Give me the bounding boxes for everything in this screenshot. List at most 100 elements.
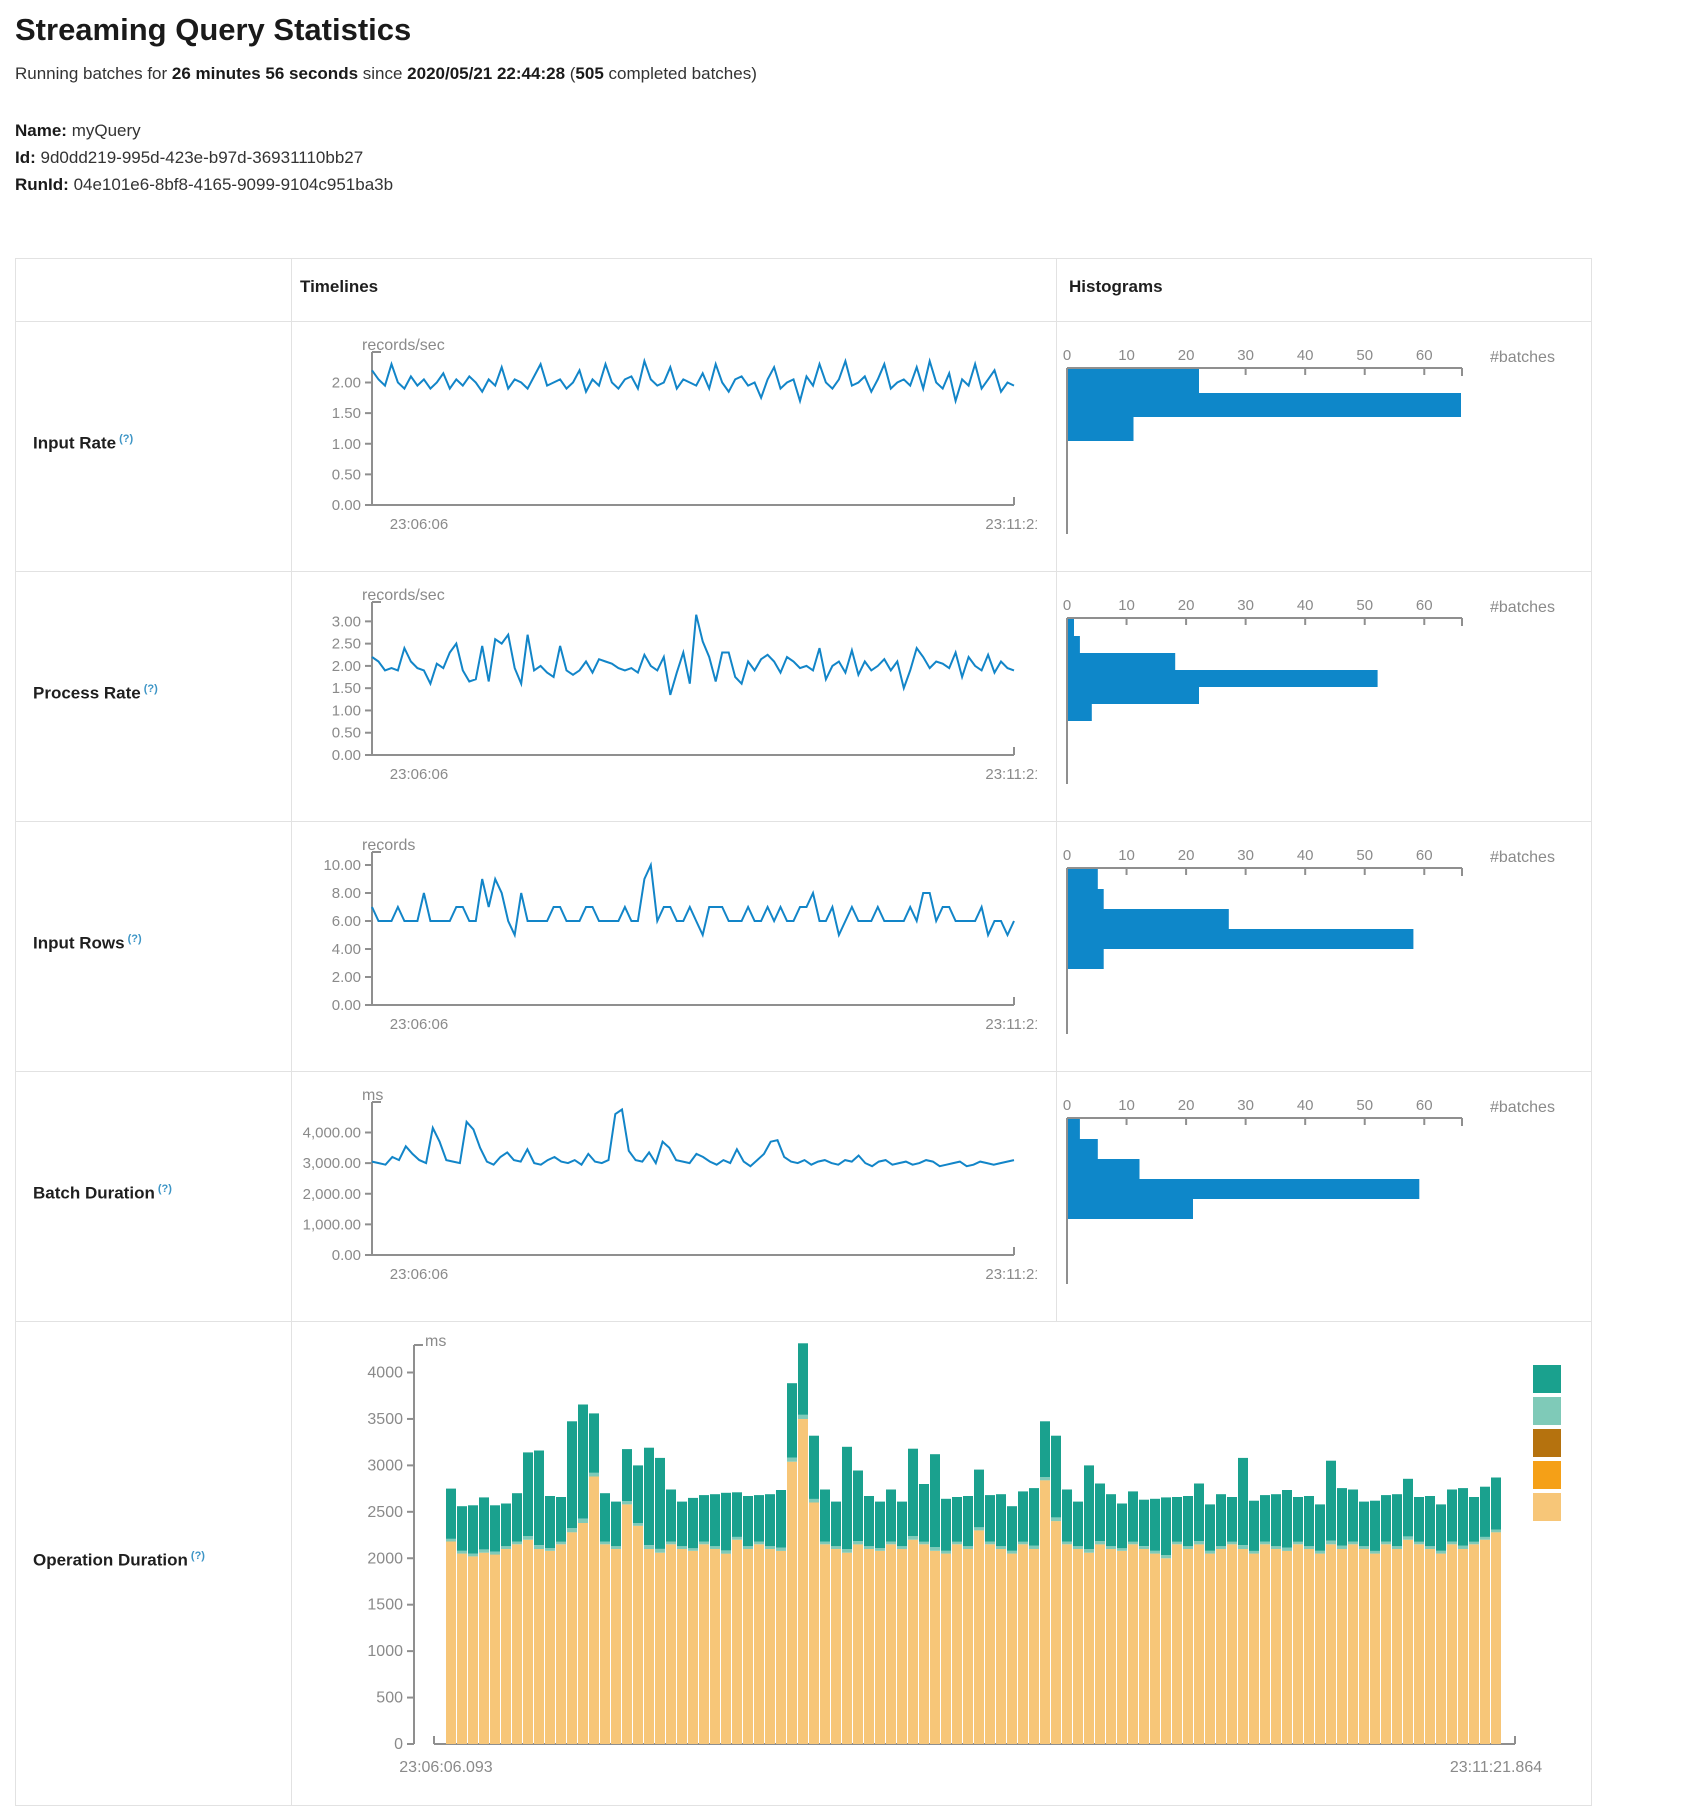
svg-text:30: 30 [1237,847,1254,864]
svg-text:3,000.00: 3,000.00 [303,1155,361,1172]
svg-text:0.00: 0.00 [332,1247,361,1264]
svg-text:40: 40 [1297,347,1314,364]
operation-duration-help-icon[interactable]: (?) [190,1550,205,1562]
column-divider [1056,259,1057,1321]
svg-text:0.00: 0.00 [332,497,361,514]
status-start-time: 2020/05/21 22:44:28 [407,64,566,83]
svg-text:2.50: 2.50 [332,636,361,653]
input-rate-histogram-chart: 0 10 20 30 40 50 60 #batches [1055,338,1595,561]
svg-text:23:11:21: 23:11:21 [985,516,1037,533]
svg-text:#batches: #batches [1490,349,1555,366]
process-rate-help-icon[interactable]: (?) [143,683,158,695]
statistics-table [15,258,1592,1806]
svg-text:0.50: 0.50 [332,725,361,742]
input-rate-help-icon[interactable]: (?) [119,433,134,445]
svg-text:10.00: 10.00 [323,857,361,874]
svg-text:20: 20 [1178,597,1195,614]
svg-text:3.00: 3.00 [332,613,361,630]
svg-text:4,000.00: 4,000.00 [303,1125,361,1142]
row-label-input-rate: Input Rate (?) [33,433,134,453]
svg-text:10: 10 [1118,347,1135,364]
svg-text:6.00: 6.00 [332,913,361,930]
column-divider [291,259,292,1805]
svg-text:60: 60 [1416,347,1433,364]
operation-duration-stacked-chart: ms 0 500 1000 1500 2000 2500 3000 3500 4000 23:06:… [330,1330,1580,1810]
process-rate-timeline-chart: records/sec 0.00 0.50 1.00 1.50 2.00 2.50 3.00 2… [292,587,1043,811]
query-runid-line: RunId: 04e101e6-8bf8-4165-9099-9104c951b… [15,171,393,198]
row-divider [16,821,1591,822]
svg-text:0: 0 [1063,847,1071,864]
process-rate-histogram-chart: 0 10 20 30 40 50 60 #batches [1055,588,1595,811]
svg-text:500: 500 [376,1690,403,1707]
runid-label: RunId: [15,175,69,194]
row-label-input-rows: Input Rows (?) [33,933,142,953]
input-rows-help-icon[interactable]: (?) [127,933,142,945]
row-divider [16,571,1591,572]
svg-text:50: 50 [1356,847,1373,864]
svg-text:50: 50 [1356,347,1373,364]
svg-text:0: 0 [394,1736,403,1753]
row-divider [16,1071,1591,1072]
query-metadata: Name: myQuery Id: 9d0dd219-995d-423e-b97… [15,117,393,198]
svg-text:10: 10 [1118,597,1135,614]
svg-text:10: 10 [1118,1097,1135,1114]
svg-text:#batches: #batches [1490,849,1555,866]
row-label-process-rate: Process Rate (?) [33,683,158,703]
svg-text:20: 20 [1178,1097,1195,1114]
svg-text:records/sec: records/sec [362,588,445,604]
svg-text:50: 50 [1356,597,1373,614]
svg-text:4.00: 4.00 [332,941,361,958]
svg-text:0.00: 0.00 [332,747,361,764]
id-value: 9d0dd219-995d-423e-b97d-36931110bb27 [40,148,364,167]
svg-text:#batches: #batches [1490,1099,1555,1116]
name-value: myQuery [71,121,141,140]
svg-text:2000: 2000 [367,1550,403,1567]
svg-text:3500: 3500 [367,1411,403,1428]
svg-text:0.50: 0.50 [332,466,361,483]
input-rows-histogram-chart: 0 10 20 30 40 50 60 #batches [1055,838,1595,1061]
svg-text:23:11:21: 23:11:21 [985,766,1037,783]
status-suffix: completed batches) [603,64,757,83]
svg-text:2.00: 2.00 [332,658,361,675]
svg-text:0.00: 0.00 [332,997,361,1014]
svg-text:20: 20 [1178,847,1195,864]
svg-text:60: 60 [1416,597,1433,614]
svg-text:40: 40 [1297,1097,1314,1114]
batch-duration-histogram-chart: 0 10 20 30 40 50 60 #batches [1055,1088,1595,1311]
svg-text:2.00: 2.00 [332,375,361,392]
svg-text:23:06:06: 23:06:06 [390,516,448,533]
batch-duration-timeline-chart: ms 0.00 1,000.00 2,000.00 3,000.00 4,000.00 23… [292,1087,1043,1311]
svg-text:1.50: 1.50 [332,405,361,422]
svg-text:60: 60 [1416,1097,1433,1114]
svg-text:3000: 3000 [367,1457,403,1474]
svg-text:23:06:06: 23:06:06 [390,1016,448,1033]
id-label: Id: [15,148,36,167]
svg-text:8.00: 8.00 [332,885,361,902]
status-since: since [358,64,408,83]
status-paren: ( [565,64,576,83]
row-divider [16,321,1591,322]
row-divider [16,1321,1591,1322]
name-label: Name: [15,121,67,140]
svg-text:records: records [362,838,415,854]
svg-text:23:11:21: 23:11:21 [985,1016,1037,1033]
svg-text:10: 10 [1118,847,1135,864]
svg-text:23:11:21: 23:11:21 [985,1266,1037,1283]
svg-text:0: 0 [1063,1097,1071,1114]
svg-text:2,000.00: 2,000.00 [303,1186,361,1203]
svg-text:ms: ms [425,1333,446,1350]
row-label-batch-duration: Batch Duration (?) [33,1183,172,1203]
runid-value: 04e101e6-8bf8-4165-9099-9104c951ba3b [73,175,394,194]
svg-text:30: 30 [1237,597,1254,614]
svg-text:30: 30 [1237,347,1254,364]
batch-duration-help-icon[interactable]: (?) [157,1183,172,1195]
svg-text:2500: 2500 [367,1504,403,1521]
query-name-line: Name: myQuery [15,117,393,144]
svg-text:30: 30 [1237,1097,1254,1114]
svg-text:40: 40 [1297,597,1314,614]
input-rate-timeline-chart: records/sec 0.00 0.50 1.00 1.50 2.00 23:06:06 2… [292,337,1043,561]
svg-text:23:11:21.864: 23:11:21.864 [1450,1759,1542,1776]
row-label-operation-duration: Operation Duration (?) [33,1550,205,1570]
svg-text:1.00: 1.00 [332,436,361,453]
